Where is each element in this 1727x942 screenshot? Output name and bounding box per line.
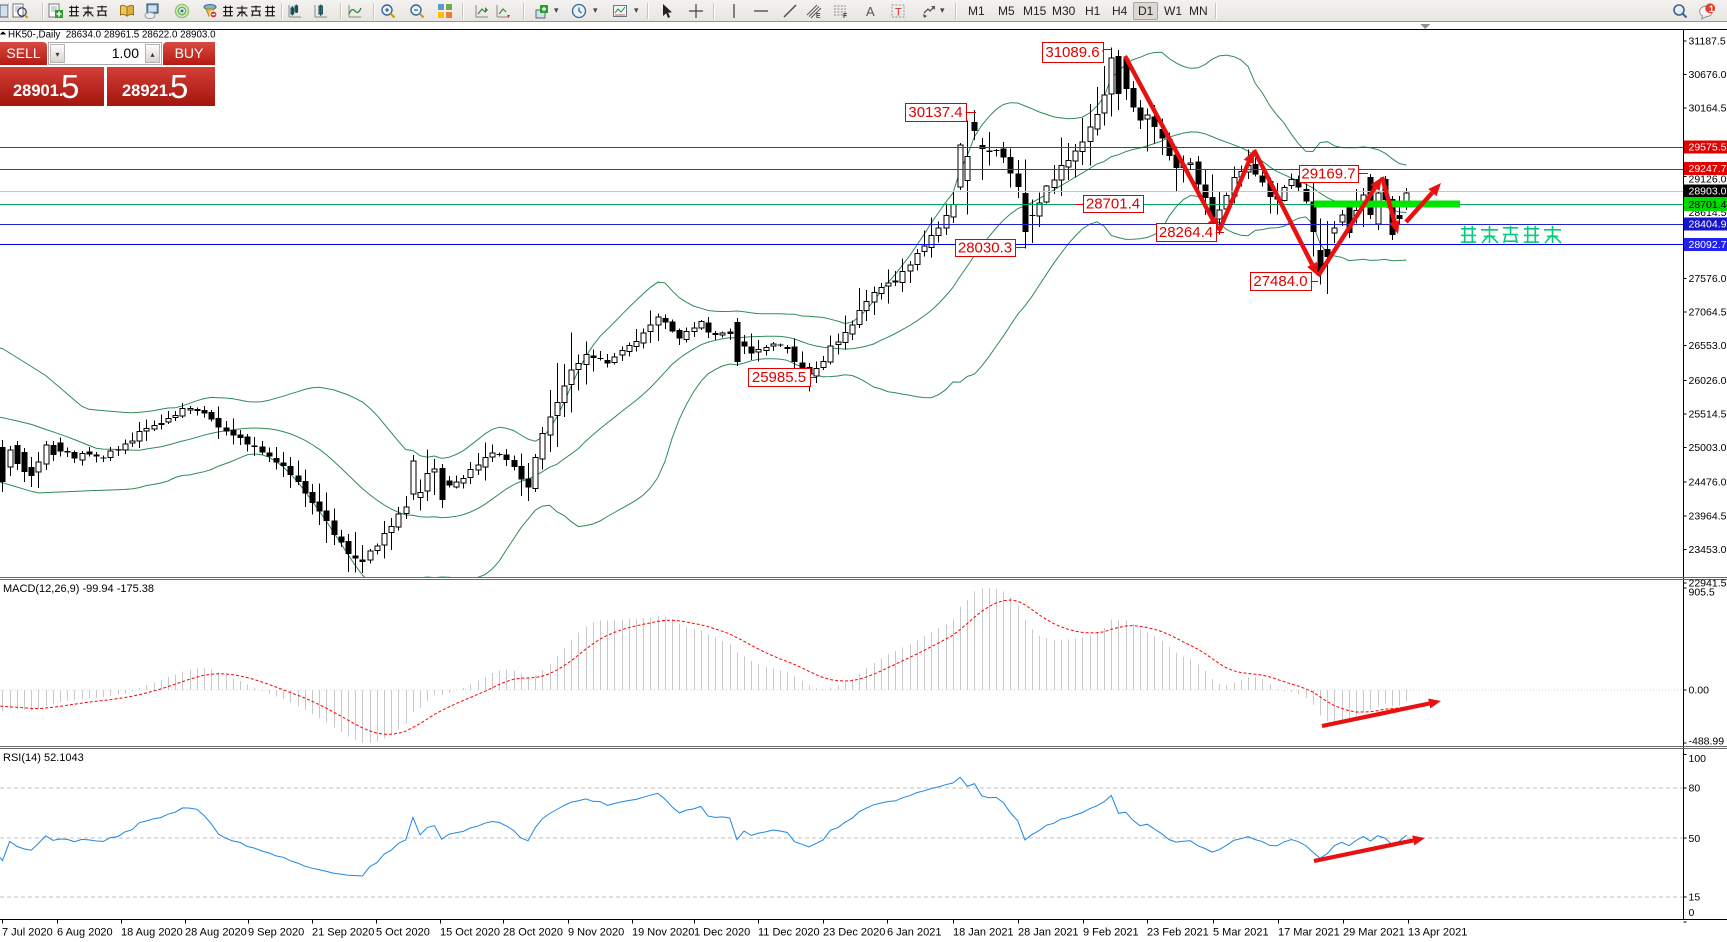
svg-text:18 Jan 2021: 18 Jan 2021 xyxy=(953,927,1014,939)
svg-text:28701.4: 28701.4 xyxy=(1689,199,1727,211)
svg-text:E: E xyxy=(816,13,821,19)
svg-text:9 Sep 2020: 9 Sep 2020 xyxy=(248,927,304,939)
svg-text:31187.5: 31187.5 xyxy=(1689,36,1726,48)
svg-text:7 Jul 2020: 7 Jul 2020 xyxy=(2,927,53,939)
svg-text:-488.99: -488.99 xyxy=(1689,736,1725,748)
svg-text:23453.0: 23453.0 xyxy=(1689,544,1727,556)
svg-text:A: A xyxy=(866,4,875,19)
svg-text:F: F xyxy=(843,13,847,19)
svg-text:28701.4: 28701.4 xyxy=(1086,196,1140,213)
svg-text:27064.5: 27064.5 xyxy=(1689,307,1727,319)
svg-text:31089.6: 31089.6 xyxy=(1045,44,1099,61)
svg-text:30676.0: 30676.0 xyxy=(1689,69,1727,81)
svg-text:30164.5: 30164.5 xyxy=(1689,103,1727,115)
svg-text:23964.5: 23964.5 xyxy=(1689,510,1727,522)
svg-text:28903.0: 28903.0 xyxy=(1689,186,1727,198)
svg-text:19 Nov 2020: 19 Nov 2020 xyxy=(632,927,694,939)
svg-text:24476.0: 24476.0 xyxy=(1689,477,1727,489)
svg-text:21 Sep 2020: 21 Sep 2020 xyxy=(312,927,374,939)
svg-text:1: 1 xyxy=(1709,4,1715,15)
svg-text:25985.5: 25985.5 xyxy=(752,369,806,386)
svg-text:17 Mar 2021: 17 Mar 2021 xyxy=(1278,927,1340,939)
svg-text:28404.9: 28404.9 xyxy=(1689,218,1727,230)
svg-text:0.00: 0.00 xyxy=(1689,685,1710,697)
svg-text:22941.5: 22941.5 xyxy=(1689,578,1727,590)
svg-text:27484.0: 27484.0 xyxy=(1253,273,1307,290)
svg-text:9 Nov 2020: 9 Nov 2020 xyxy=(568,927,624,939)
svg-text:28 Jan 2021: 28 Jan 2021 xyxy=(1018,927,1079,939)
svg-text:18 Aug 2020: 18 Aug 2020 xyxy=(121,927,183,939)
svg-text:13 Apr 2021: 13 Apr 2021 xyxy=(1408,927,1467,939)
svg-text:15: 15 xyxy=(1689,891,1701,903)
svg-text:5 Oct 2020: 5 Oct 2020 xyxy=(376,927,430,939)
svg-text:50: 50 xyxy=(1689,833,1701,845)
svg-text:1 Dec 2020: 1 Dec 2020 xyxy=(694,927,750,939)
svg-text:23 Dec 2020: 23 Dec 2020 xyxy=(823,927,885,939)
svg-text:25514.5: 25514.5 xyxy=(1689,408,1727,420)
svg-text:27576.0: 27576.0 xyxy=(1689,273,1727,285)
svg-text:29126.0: 29126.0 xyxy=(1689,174,1727,186)
svg-text:T: T xyxy=(895,7,902,19)
svg-text:28 Aug 2020: 28 Aug 2020 xyxy=(185,927,247,939)
svg-text:29247.7: 29247.7 xyxy=(1689,163,1727,175)
svg-text:28 Oct 2020: 28 Oct 2020 xyxy=(503,927,563,939)
svg-text:25003.0: 25003.0 xyxy=(1689,442,1727,454)
svg-text:15 Oct 2020: 15 Oct 2020 xyxy=(440,927,500,939)
svg-text:0: 0 xyxy=(1689,907,1695,919)
svg-text:6 Jan 2021: 6 Jan 2021 xyxy=(887,927,941,939)
svg-text:23 Feb 2021: 23 Feb 2021 xyxy=(1147,927,1209,939)
svg-text:HK50-,Daily 28634.0 28961.5 2: HK50-,Daily 28634.0 28961.5 28622.0 2890… xyxy=(8,30,216,41)
svg-text:29575.5: 29575.5 xyxy=(1689,142,1727,154)
svg-text:28264.4: 28264.4 xyxy=(1159,224,1213,241)
svg-text:100: 100 xyxy=(1689,753,1707,765)
svg-text:MACD(12,26,9) -99.94 -175.38: MACD(12,26,9) -99.94 -175.38 xyxy=(3,583,154,595)
svg-text:6 Aug 2020: 6 Aug 2020 xyxy=(57,927,113,939)
svg-text:26026.0: 26026.0 xyxy=(1689,375,1727,387)
svg-text:26553.0: 26553.0 xyxy=(1689,340,1727,352)
svg-text:29 Mar 2021: 29 Mar 2021 xyxy=(1343,927,1405,939)
svg-text:9 Feb 2021: 9 Feb 2021 xyxy=(1083,927,1139,939)
svg-text:RSI(14) 52.1043: RSI(14) 52.1043 xyxy=(3,752,84,764)
svg-text:28092.7: 28092.7 xyxy=(1689,239,1727,251)
svg-text:905.5: 905.5 xyxy=(1689,587,1715,599)
svg-text:30137.4: 30137.4 xyxy=(908,104,962,121)
svg-text:29169.7: 29169.7 xyxy=(1301,166,1355,183)
svg-text:11 Dec 2020: 11 Dec 2020 xyxy=(758,927,820,939)
svg-text:80: 80 xyxy=(1689,783,1701,795)
svg-text:28030.3: 28030.3 xyxy=(958,240,1012,257)
svg-text:5 Mar 2021: 5 Mar 2021 xyxy=(1213,927,1269,939)
